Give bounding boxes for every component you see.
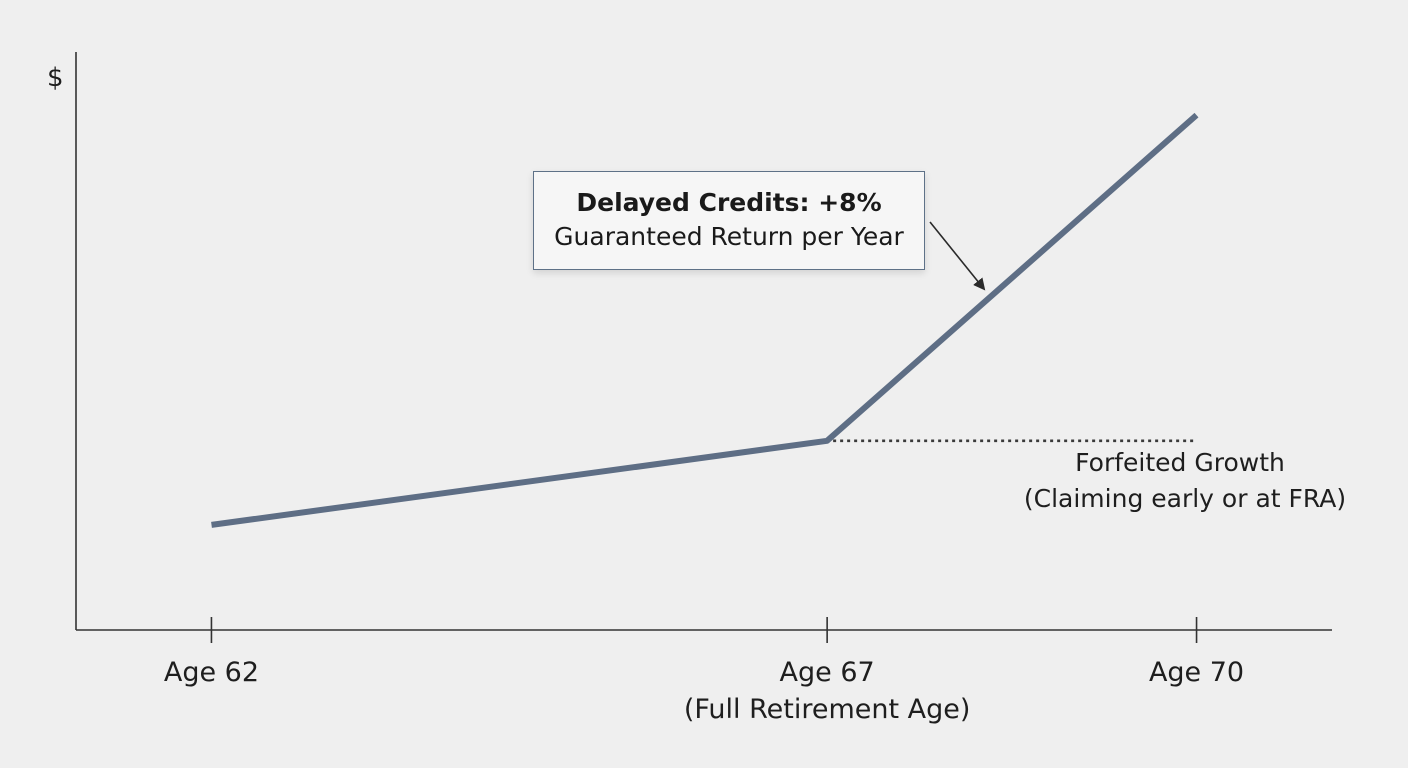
callout-subtitle: Guaranteed Return per Year <box>554 222 904 251</box>
x-tick-label: Age 70 <box>1149 657 1244 688</box>
x-tick-label: Age 62 <box>164 657 259 688</box>
callout-title: Delayed Credits: +8% <box>576 188 882 217</box>
y-axis-label: $ <box>47 63 64 93</box>
callout-arrow <box>929 221 986 291</box>
series-group <box>211 112 1199 528</box>
forfeited-growth-sublabel: (Claiming early or at FRA) <box>1024 484 1346 513</box>
x-ticks: Age 62 Age 67 (Full Retirement Age) Age 70 <box>164 617 1244 725</box>
axes <box>75 52 1332 631</box>
x-tick-sublabel: (Full Retirement Age) <box>684 694 971 725</box>
x-tick-label: Age 67 <box>780 657 875 688</box>
delayed-credits-callout: Delayed Credits: +8% Guaranteed Return p… <box>533 171 925 270</box>
forfeited-growth-label: Forfeited Growth <box>1075 448 1285 477</box>
benefit-line <box>211 112 1199 528</box>
